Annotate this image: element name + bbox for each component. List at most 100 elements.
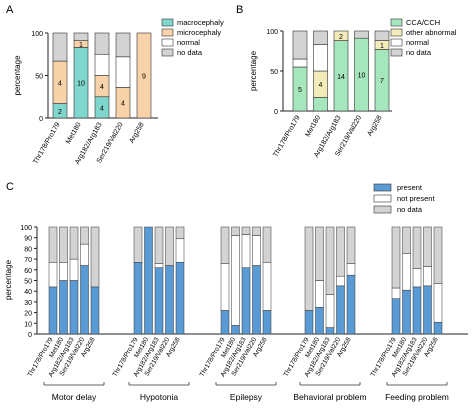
bar-segment-no-data <box>133 226 143 263</box>
bar-segment-cca-cch <box>313 97 328 112</box>
bar-segment-no-data <box>73 32 89 41</box>
panel-b: B 0 50 100 percentage 5 Thr178/Pro179 4 Met180 14… <box>236 4 457 159</box>
bar-segment-not-present <box>69 258 79 281</box>
bar-segment-no-data <box>59 226 68 263</box>
legend-swatch <box>390 28 403 37</box>
bar-segment-present <box>412 286 422 335</box>
bar-segment-no-data <box>336 226 345 277</box>
data-label: 4 <box>100 84 104 91</box>
bar-segment-not-present <box>241 234 251 268</box>
legend-swatch <box>161 28 174 37</box>
y-axis-title: percentage <box>249 50 258 91</box>
y-tick-label: 100 <box>20 225 32 232</box>
data-label: 10 <box>358 73 366 80</box>
bar-segment-no-data <box>346 226 356 264</box>
bar-segment-no-data <box>115 32 131 58</box>
bar-segment-not-present <box>346 263 356 276</box>
bar-segment-no-data <box>165 226 174 266</box>
group-label: Hypotonia <box>140 392 179 402</box>
y-tick-label: 10 <box>24 321 32 328</box>
bar-segment-normal <box>292 58 308 68</box>
legend-label: normal <box>406 38 429 47</box>
y-tick-label: 0 <box>274 109 278 116</box>
bar-segment-no-data <box>313 30 328 45</box>
bar-segment-not-present <box>252 235 261 266</box>
legend-label: no data <box>397 205 423 214</box>
y-tick-label: 50 <box>270 69 278 76</box>
x-tick-label: Thr178/Pro179 <box>32 121 61 165</box>
bar-segment-no-data <box>94 32 110 55</box>
bar-segment-present <box>252 265 261 335</box>
bar-segment-not-present <box>336 275 345 287</box>
legend-swatch <box>373 183 392 192</box>
x-tick-label: Met180 <box>65 121 83 145</box>
bar-segment-present <box>220 310 230 335</box>
bar-segment-no-data <box>69 226 79 260</box>
group-label: Epilepsy <box>230 392 263 402</box>
legend-swatch <box>390 38 403 47</box>
bar-segment-present <box>423 285 432 335</box>
y-tick-label: 20 <box>24 311 32 318</box>
y-tick-label: 100 <box>266 29 278 36</box>
bar-segment-other-abnormal <box>333 30 349 41</box>
y-tick-label: 0 <box>39 116 43 123</box>
bar-segment-present <box>315 307 324 335</box>
data-label: 14 <box>337 74 345 81</box>
y-axis-title: percentage <box>4 259 13 300</box>
bar-segment-not-present <box>412 268 422 288</box>
panel-label: A <box>6 4 14 16</box>
legend-label: normal <box>177 38 200 47</box>
bar-segment-no-data <box>391 226 401 289</box>
bar-segment-not-present <box>231 235 240 326</box>
legend-label: not present <box>397 194 435 203</box>
y-tick-label: 50 <box>35 74 43 81</box>
bar-segment-not-present <box>325 294 335 328</box>
y-tick-label: 70 <box>24 257 32 264</box>
bar-segment-present <box>346 274 356 335</box>
data-label: 4 <box>58 80 62 87</box>
bar-segment-present <box>165 265 174 335</box>
bar-segment-no-data <box>48 226 58 263</box>
bar-segment-present <box>59 280 68 335</box>
bar-segment-no-data <box>423 226 432 267</box>
panel-c: C0102030405060708090100percentageThr178/… <box>4 181 468 402</box>
bar-segment-not-present <box>48 262 58 288</box>
legend-label: CCA/CCH <box>406 18 440 27</box>
legend-label: macrocephaly <box>177 18 224 27</box>
y-axis-title: percentage <box>13 55 22 96</box>
bar-segment-not-present <box>433 283 443 323</box>
bar-segment-not-present <box>391 287 401 299</box>
x-tick-label: Arg258 <box>128 121 145 144</box>
y-tick-label: 0 <box>28 332 32 339</box>
y-tick-label: 30 <box>24 300 32 307</box>
legend-label: other abnormal <box>406 28 457 37</box>
bar-segment-no-data <box>154 226 164 264</box>
legend-label: no data <box>406 48 432 57</box>
x-tick-label: Thr178/Pro179 <box>272 114 301 158</box>
legend-swatch <box>390 18 403 27</box>
bar-segment-no-data <box>220 226 230 264</box>
bar-segment-present <box>144 226 153 335</box>
data-label: 1 <box>380 43 384 50</box>
y-tick-label: 90 <box>24 236 32 243</box>
bar-segment-no-data <box>304 226 314 311</box>
legend-swatch <box>161 18 174 27</box>
data-label: 2 <box>58 109 62 116</box>
bar-segment-present <box>133 262 143 335</box>
bar-segment-present <box>69 280 79 335</box>
bar-segment-no-data <box>433 226 443 284</box>
bar-segment-normal <box>94 53 110 76</box>
data-label: 9 <box>142 74 146 81</box>
bar-segment-not-present <box>423 266 432 287</box>
panel-label: C <box>6 181 14 193</box>
legend-label: present <box>397 183 423 192</box>
bar-segment-present <box>80 265 89 335</box>
legend-swatch <box>373 205 392 214</box>
y-tick-label: 80 <box>24 246 32 253</box>
bar-segment-present <box>325 327 335 335</box>
y-tick-label: 50 <box>24 279 32 286</box>
y-tick-label: 60 <box>24 268 32 275</box>
data-label: 2 <box>339 34 343 41</box>
bar-segment-no-data <box>90 226 100 288</box>
